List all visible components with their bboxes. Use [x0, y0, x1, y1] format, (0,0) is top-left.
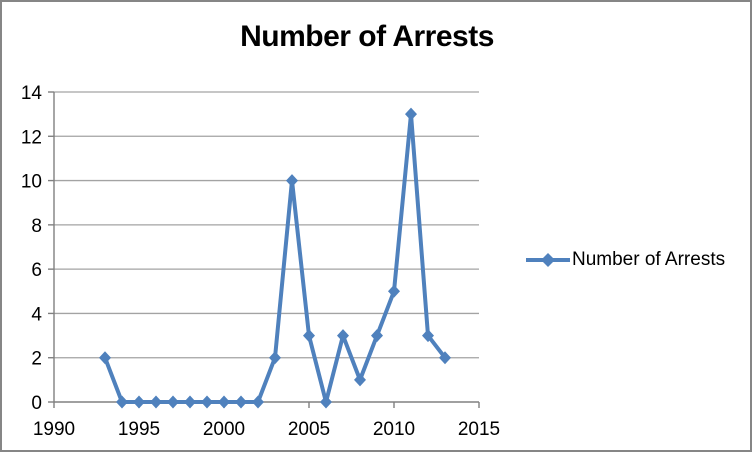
data-point-marker: [252, 395, 264, 409]
x-tick-label-1995: 1995: [118, 419, 160, 440]
y-tick-label-14: 14: [21, 83, 43, 104]
data-point-marker: [167, 395, 179, 409]
data-point-marker: [269, 351, 281, 365]
data-point-marker: [150, 395, 162, 409]
y-tick-label-2: 2: [31, 349, 42, 370]
data-point-marker: [354, 373, 366, 387]
y-tick-label-10: 10: [21, 172, 42, 193]
data-point-marker: [388, 284, 400, 298]
data-point-marker: [337, 329, 349, 343]
y-tick-label-6: 6: [31, 260, 42, 281]
data-point-marker: [422, 329, 434, 343]
data-point-marker: [201, 395, 213, 409]
legend-diamond-icon: [541, 253, 555, 267]
x-tick-label-2015: 2015: [458, 419, 500, 440]
x-tick-label-2005: 2005: [288, 419, 330, 440]
x-tick-label-2000: 2000: [203, 419, 245, 440]
y-tick-label-4: 4: [31, 304, 42, 325]
data-point-marker: [439, 351, 451, 365]
legend-marker-icon: [526, 253, 570, 267]
data-point-marker: [218, 395, 230, 409]
data-point-marker: [303, 329, 315, 343]
y-tick-label-12: 12: [21, 127, 42, 148]
x-tick-label-2010: 2010: [373, 419, 415, 440]
y-tick-label-8: 8: [31, 216, 42, 237]
y-tick-label-0: 0: [31, 393, 42, 414]
chart-title: Number of Arrests: [240, 20, 494, 53]
legend: Number of Arrests: [525, 248, 725, 272]
data-point-marker: [184, 395, 196, 409]
data-point-marker: [235, 395, 247, 409]
data-point-marker: [133, 395, 145, 409]
data-point-marker: [371, 329, 383, 343]
data-point-marker: [320, 395, 332, 409]
legend-label: Number of Arrests: [572, 249, 726, 270]
x-tick-label-1990: 1990: [33, 419, 75, 440]
data-point-marker: [116, 395, 128, 409]
data-point-marker: [286, 174, 298, 188]
data-point-marker: [405, 107, 417, 121]
data-point-marker: [99, 351, 111, 365]
